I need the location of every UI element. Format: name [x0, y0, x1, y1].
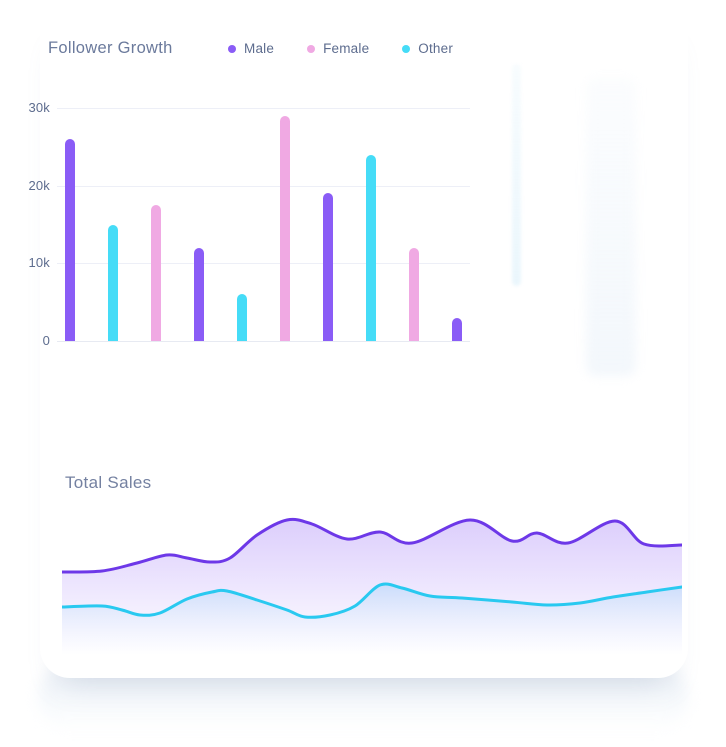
bar-female-3[interactable]: [151, 205, 161, 341]
bar-chart-plot: [57, 108, 470, 342]
sales-line-primary[interactable]: [62, 517, 682, 574]
legend-dot-other: [402, 44, 411, 53]
gridline-20k: [57, 185, 470, 187]
bar-male-10[interactable]: [452, 317, 462, 341]
legend-item-male[interactable]: Male: [228, 41, 274, 56]
y-tick-label-0: 0: [42, 333, 50, 348]
bar-male-4[interactable]: [194, 247, 204, 341]
follower-growth-title: Follower Growth: [48, 39, 173, 57]
bar-male-1[interactable]: [65, 139, 75, 341]
sales-area-secondary: [62, 583, 682, 655]
gridline-30k: [57, 108, 470, 109]
y-tick-label-20k: 20k: [28, 177, 50, 193]
bar-female-9[interactable]: [409, 247, 419, 341]
bar-other-5[interactable]: [237, 294, 247, 341]
legend: Male Female Other: [228, 41, 453, 56]
background-decoration-bar: [512, 64, 521, 286]
y-tick-label-30k: 30k: [28, 100, 50, 115]
y-tick-label-10k: 10k: [28, 255, 50, 271]
legend-label: Male: [244, 41, 275, 56]
bar-other-8[interactable]: [366, 154, 376, 341]
gridline-10k: [57, 263, 470, 265]
background-decoration-bar: [586, 78, 636, 376]
sales-line-secondary[interactable]: [62, 582, 682, 619]
legend-dot-male: [228, 44, 236, 53]
bar-other-2[interactable]: [108, 224, 118, 341]
gridline-0: [57, 341, 470, 342]
legend-item-other[interactable]: Other: [402, 41, 453, 56]
legend-label: Female: [323, 41, 370, 56]
total-sales-chart: [62, 517, 682, 655]
bar-male-7[interactable]: [323, 193, 333, 341]
bar-female-6[interactable]: [280, 115, 290, 341]
legend-label: Other: [418, 41, 454, 56]
total-sales-title: Total Sales: [65, 473, 152, 492]
legend-item-female[interactable]: Female: [307, 41, 369, 56]
legend-dot-female: [307, 44, 316, 53]
